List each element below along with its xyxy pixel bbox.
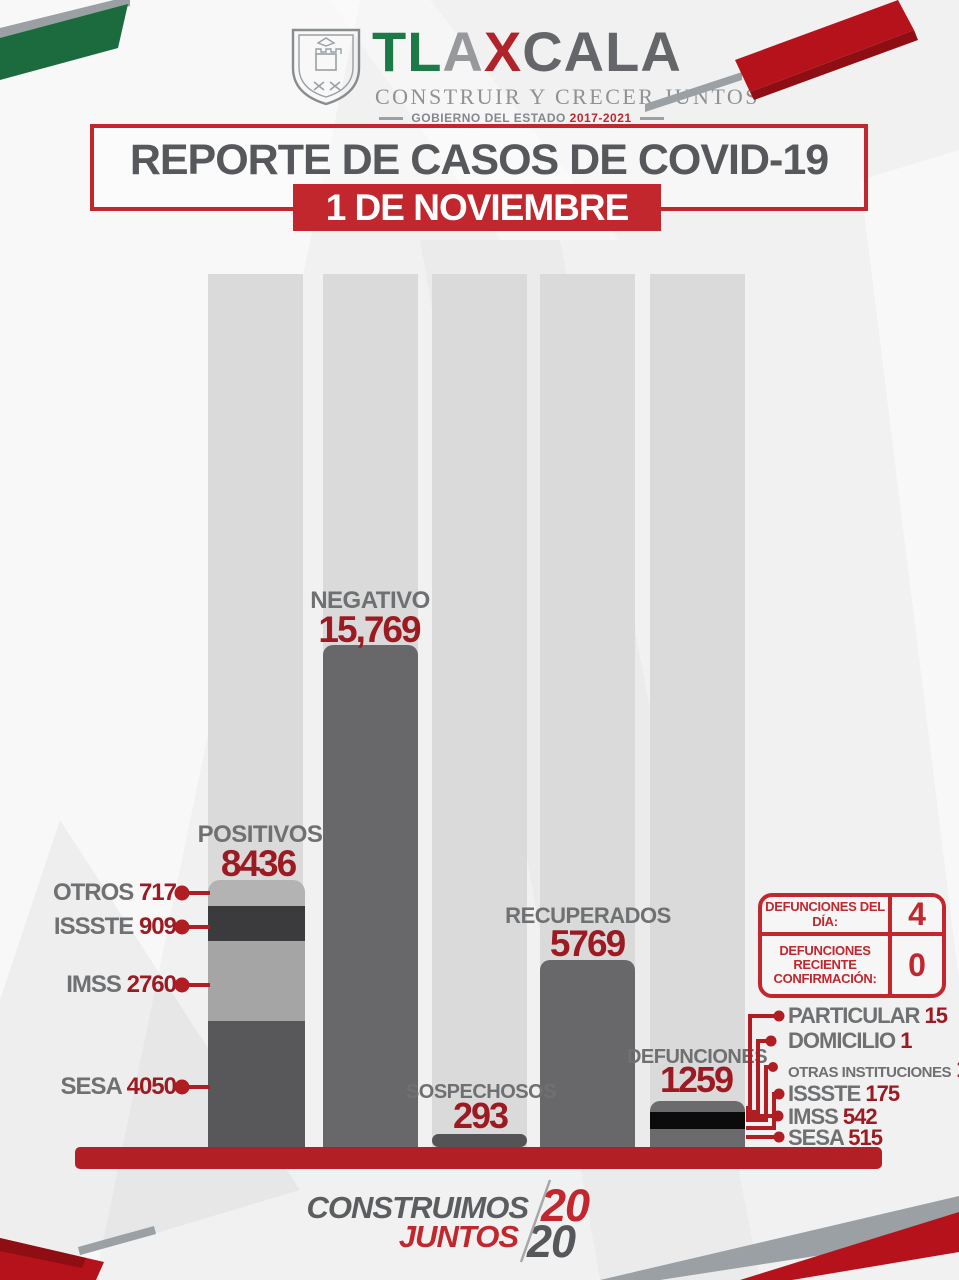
chart-column-bg-3 [432, 274, 527, 1147]
deaths-recent-value: 0 [908, 946, 926, 983]
bar-positivos [208, 880, 305, 1147]
wordmark-tl: TL [372, 20, 443, 83]
label-sospechosos: SOSPECHOSOS [405, 1081, 557, 1103]
footer-construimos: CONSTRUIMOS [306, 1190, 529, 1225]
report-title: REPORTE DE CASOS DE COVID-19 [129, 136, 829, 184]
bar-sospechosos [432, 1134, 527, 1147]
deaths-today-label: DEFUNCIONES DEL DÍA: [762, 897, 892, 936]
deaths-recent-label: DEFUNCIONES RECIENTE CONFIRMACIÓN: [762, 936, 892, 994]
legend-imss-def: IMSS 542 [788, 1104, 878, 1129]
report-date: 1 DE NOVIEMBRE [325, 186, 630, 228]
legend-otros: OTROS 717 [52, 879, 177, 906]
government-subtitle: GOBIERNO DEL ESTADO 2017-2021 [374, 111, 669, 125]
legend-issste-def: ISSSTE 175 [788, 1081, 900, 1106]
label-recuperados: RECUPERADOS [505, 903, 671, 928]
coat-of-arms-icon [291, 28, 361, 106]
government-label: GOBIERNO DEL ESTADO [411, 111, 566, 125]
wordmark-a: A [442, 20, 484, 83]
legend-imss: IMSS 2760 [66, 971, 177, 998]
value-negativo: 15,769 [318, 609, 421, 650]
label-defunciones: DEFUNCIONES [626, 1046, 768, 1068]
bar-defunciones [650, 1101, 745, 1147]
label-negativo: NEGATIVO [310, 587, 430, 614]
wordmark-x: X [483, 20, 523, 83]
value-sospechosos: 293 [452, 1095, 509, 1136]
wordmark-cala: CALA [522, 20, 682, 83]
deaths-today-value: 4 [892, 897, 942, 936]
tlaxcala-wordmark: TLAXCALA [372, 24, 682, 80]
footer-juntos: JUNTOS [398, 1219, 519, 1254]
tagline: CONSTRUIR Y CRECER JUNTOS [375, 84, 761, 109]
subtitle-dash-left [379, 116, 404, 120]
chart-column-bg-5 [650, 274, 745, 1147]
government-years: 2017-2021 [569, 111, 632, 125]
legend-otras-instituciones: OTRAS INSTITUCIONES 11 [788, 1058, 959, 1082]
bar-segment-defunciones-black [650, 1112, 745, 1129]
value-recuperados: 5769 [549, 923, 626, 964]
bar-segment-imss [208, 941, 305, 1021]
legend-sesa-def: SESA 515 [788, 1125, 883, 1150]
chart-baseline [75, 1147, 882, 1169]
bar-recuperados [540, 960, 635, 1147]
bar-negativo [323, 645, 418, 1147]
label-positivos: POSITIVOS [197, 821, 323, 848]
legend-particular: PARTICULAR 15 [788, 1003, 948, 1028]
value-defunciones: 1259 [659, 1059, 734, 1100]
value-positivos: 8436 [220, 843, 297, 884]
deaths-stat-table: DEFUNCIONES DEL DÍA: 4 DEFUNCIONES RECIE… [758, 893, 946, 998]
subtitle-dash-right [639, 116, 664, 120]
bar-segment-issste [208, 906, 305, 941]
report-date-banner: 1 DE NOVIEMBRE [293, 184, 661, 231]
bar-segment-sesa [208, 1021, 305, 1147]
bar-segment-otros [208, 880, 305, 906]
legend-sesa: SESA 4050 [60, 1073, 177, 1100]
legend-domicilio: DOMICILIO 1 [788, 1028, 913, 1053]
footer-year-bottom: 20 [527, 1216, 576, 1267]
legend-issste: ISSSTE 909 [53, 913, 177, 940]
